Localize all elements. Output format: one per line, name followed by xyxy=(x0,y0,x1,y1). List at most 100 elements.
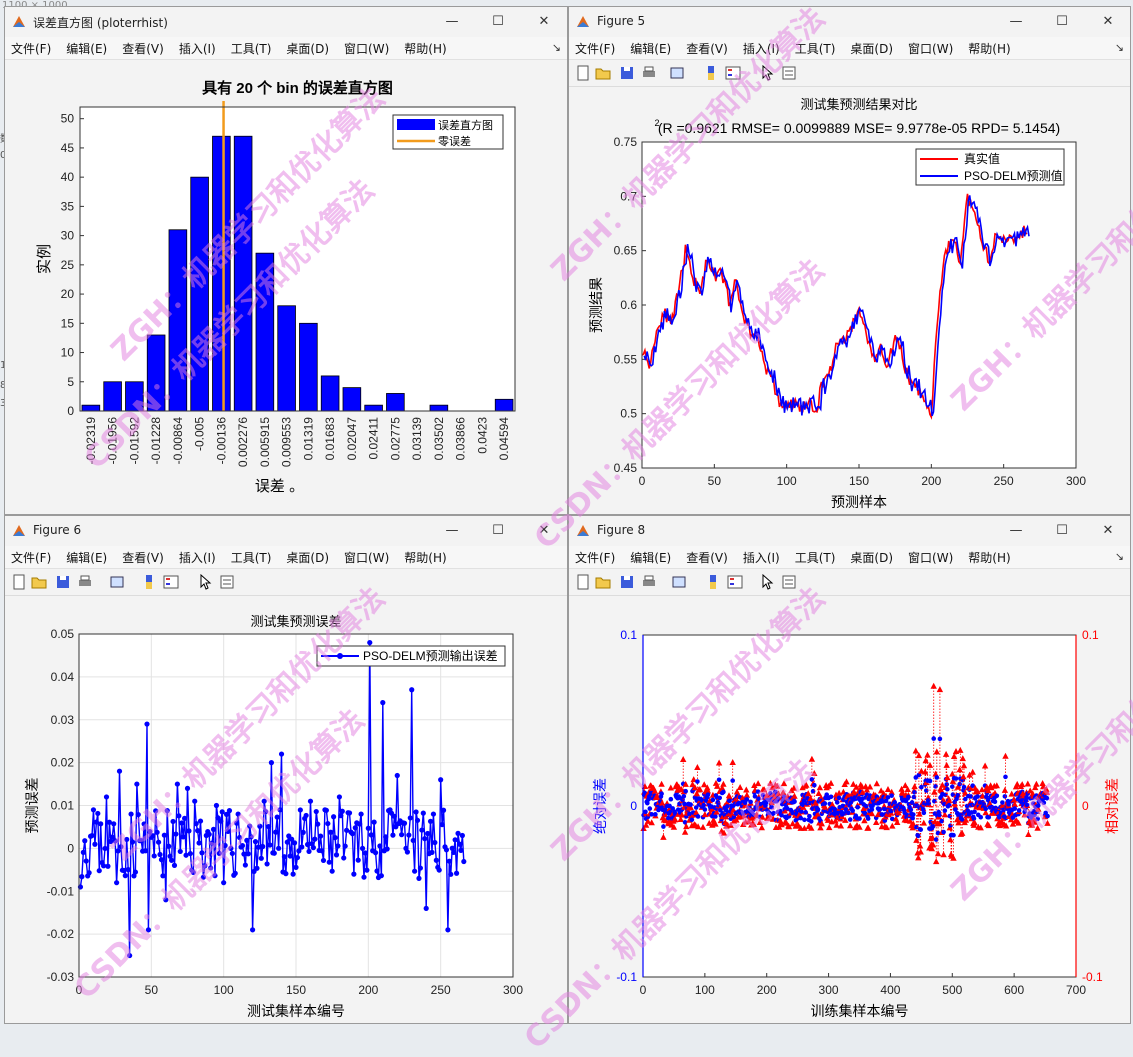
title-bar[interactable]: Figure 8 — ☐ ✕ xyxy=(569,516,1130,546)
chart-subtitle: (R =0.9621 RMSE= 0.0099889 MSE= 9.9778e-… xyxy=(658,120,1060,136)
maximize-button[interactable]: ☐ xyxy=(492,14,504,29)
open-file-icon[interactable] xyxy=(595,65,611,81)
absolute-error-marker xyxy=(949,784,955,789)
menu-overflow-icon[interactable]: ↘ xyxy=(1114,550,1124,563)
menu-insert[interactable]: 插入(I) xyxy=(742,551,780,565)
pointer-icon[interactable] xyxy=(759,65,775,81)
error-point xyxy=(357,821,363,827)
close-button[interactable]: ✕ xyxy=(1102,523,1114,538)
link-plot-icon[interactable] xyxy=(109,574,125,590)
menu-view[interactable]: 查看(V) xyxy=(122,42,164,56)
maximize-button[interactable]: ☐ xyxy=(492,523,504,538)
title-bar[interactable]: Figure 5 — ☐ ✕ xyxy=(569,7,1130,37)
menu-view[interactable]: 查看(V) xyxy=(686,42,728,56)
menu-edit[interactable]: 编辑(E) xyxy=(66,551,108,565)
print-icon[interactable] xyxy=(77,574,93,590)
menu-desktop[interactable]: 桌面(D) xyxy=(286,42,330,56)
legend-icon[interactable] xyxy=(725,65,741,81)
open-file-icon[interactable] xyxy=(31,574,47,590)
pointer-icon[interactable] xyxy=(759,574,775,590)
menu-window[interactable]: 窗口(W) xyxy=(344,551,390,565)
menu-tools[interactable]: 工具(T) xyxy=(230,42,272,56)
link-plot-icon[interactable] xyxy=(669,65,685,81)
new-figure-icon[interactable] xyxy=(575,65,591,81)
menu-tools[interactable]: 工具(T) xyxy=(230,551,272,565)
new-figure-icon[interactable] xyxy=(575,574,591,590)
menu-file[interactable]: 文件(F) xyxy=(575,551,616,565)
save-icon[interactable] xyxy=(55,574,71,590)
link-plot-icon[interactable] xyxy=(671,574,687,590)
property-inspector-icon[interactable] xyxy=(781,65,797,81)
relative-error-marker xyxy=(959,755,966,762)
menu-help[interactable]: 帮助(H) xyxy=(968,551,1011,565)
menu-desktop[interactable]: 桌面(D) xyxy=(850,551,894,565)
menu-overflow-icon[interactable]: ↘ xyxy=(551,41,561,54)
new-figure-icon[interactable] xyxy=(11,574,27,590)
error-point xyxy=(453,870,460,876)
menu-tools[interactable]: 工具(T) xyxy=(794,42,836,56)
error-point xyxy=(174,781,180,787)
save-icon[interactable] xyxy=(619,65,635,81)
error-point xyxy=(161,832,167,838)
minimize-button[interactable]: — xyxy=(1009,523,1023,538)
menu-edit[interactable]: 编辑(E) xyxy=(630,42,672,56)
menu-file[interactable]: 文件(F) xyxy=(11,42,52,56)
menu-view[interactable]: 查看(V) xyxy=(686,551,728,565)
colorbar-icon[interactable] xyxy=(703,65,719,81)
property-inspector-icon[interactable] xyxy=(781,574,797,590)
window-figure-5[interactable]: Figure 5 — ☐ ✕ 文件(F) 编辑(E) 查看(V) 插入(I) 工具(T)… xyxy=(568,6,1131,515)
print-icon[interactable] xyxy=(641,574,657,590)
menu-insert[interactable]: 插入(I) xyxy=(742,42,780,56)
error-point xyxy=(206,831,212,837)
open-file-icon[interactable] xyxy=(595,574,611,590)
menu-window[interactable]: 窗口(W) xyxy=(908,42,954,56)
maximize-button[interactable]: ☐ xyxy=(1056,14,1068,29)
error-point xyxy=(367,639,373,646)
menu-edit[interactable]: 编辑(E) xyxy=(66,42,108,56)
pointer-icon[interactable] xyxy=(197,574,213,590)
relative-error-marker xyxy=(1015,819,1022,826)
menu-tools[interactable]: 工具(T) xyxy=(794,551,836,565)
menu-insert[interactable]: 插入(I) xyxy=(178,42,216,56)
minimize-button[interactable]: — xyxy=(1009,14,1023,29)
relative-error-marker xyxy=(751,782,758,788)
save-icon[interactable] xyxy=(619,574,635,590)
property-inspector-icon[interactable] xyxy=(219,574,235,590)
menu-desktop[interactable]: 桌面(D) xyxy=(850,42,894,56)
minimize-button[interactable]: — xyxy=(445,523,459,538)
print-icon[interactable] xyxy=(641,65,657,81)
menu-view[interactable]: 查看(V) xyxy=(122,551,164,565)
window-figure-8[interactable]: Figure 8 — ☐ ✕ 文件(F) 编辑(E) 查看(V) 插入(I) 工具(T)… xyxy=(568,515,1131,1024)
close-button[interactable]: ✕ xyxy=(1102,14,1114,29)
menu-file[interactable]: 文件(F) xyxy=(11,551,52,565)
relative-error-marker xyxy=(1002,752,1009,759)
menu-desktop[interactable]: 桌面(D) xyxy=(286,551,330,565)
menu-window[interactable]: 窗口(W) xyxy=(908,551,954,565)
window-figure-6[interactable]: Figure 6 — ☐ ✕ 文件(F) 编辑(E) 查看(V) 插入(I) 工具(T)… xyxy=(4,515,568,1024)
menu-insert[interactable]: 插入(I) xyxy=(178,551,216,565)
menu-window[interactable]: 窗口(W) xyxy=(344,42,390,56)
menu-file[interactable]: 文件(F) xyxy=(575,42,616,56)
menu-bar: 文件(F) 编辑(E) 查看(V) 插入(I) 工具(T) 桌面(D) 窗口(W) 帮助(H) xyxy=(5,546,567,569)
error-point xyxy=(93,819,99,825)
close-button[interactable]: ✕ xyxy=(538,523,550,538)
absolute-error-marker xyxy=(934,775,940,780)
legend-icon[interactable] xyxy=(727,574,743,590)
absolute-error-marker xyxy=(808,819,814,824)
legend-icon[interactable] xyxy=(163,574,179,590)
colorbar-icon[interactable] xyxy=(705,574,721,590)
colorbar-icon[interactable] xyxy=(141,574,157,590)
chart-subtitle-superscript: 2 xyxy=(654,118,659,128)
menu-overflow-icon[interactable]: ↘ xyxy=(1114,41,1124,54)
menu-help[interactable]: 帮助(H) xyxy=(404,551,447,565)
error-point xyxy=(102,845,108,852)
menu-help[interactable]: 帮助(H) xyxy=(968,42,1011,56)
title-bar[interactable]: 误差直方图 (ploterrhist) — ☐ ✕ xyxy=(5,7,567,37)
menu-edit[interactable]: 编辑(E) xyxy=(630,551,672,565)
menu-help[interactable]: 帮助(H) xyxy=(404,42,447,56)
maximize-button[interactable]: ☐ xyxy=(1056,523,1068,538)
window-error-histogram[interactable]: 误差直方图 (ploterrhist) — ☐ ✕ 文件(F) 编辑(E) 查看(V… xyxy=(4,6,568,515)
title-bar[interactable]: Figure 6 — ☐ ✕ xyxy=(5,516,567,546)
close-button[interactable]: ✕ xyxy=(538,14,550,29)
minimize-button[interactable]: — xyxy=(445,14,459,29)
